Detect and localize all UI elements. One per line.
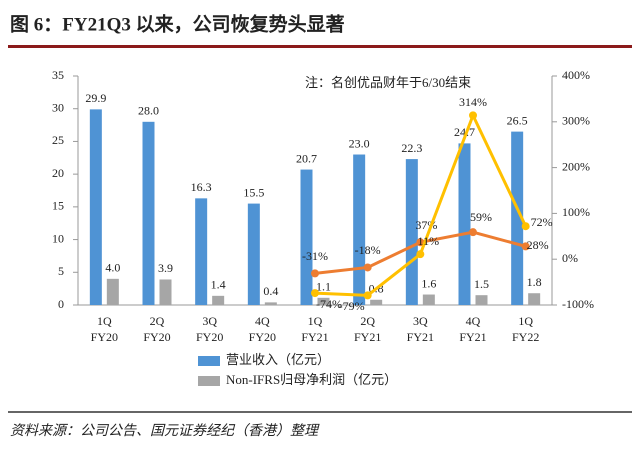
bar-label: 24.7: [454, 125, 475, 139]
x-tick-label: FY22: [512, 330, 539, 344]
bar: [511, 131, 524, 305]
bar: [475, 295, 488, 305]
bar-label: 1.8: [527, 275, 542, 289]
bar-label: 1.6: [421, 276, 436, 290]
y2-tick-label: 0%: [562, 251, 578, 265]
line-label: 59%: [470, 210, 492, 224]
bar: [300, 169, 313, 305]
y-tick-label: 30: [52, 100, 64, 114]
x-tick-label: 1Q: [308, 314, 323, 328]
line-label: 72%: [531, 215, 553, 229]
line-label: 11%: [418, 234, 440, 248]
x-tick-label: 3Q: [202, 314, 217, 328]
bar-label: 20.7: [296, 151, 317, 165]
y2-tick-label: 400%: [562, 68, 590, 82]
bar-label: 1.4: [211, 278, 226, 292]
bar-label: 4.0: [105, 261, 120, 275]
y-tick-label: 10: [52, 231, 64, 245]
y-tick-label: 5: [58, 264, 64, 278]
bar-label: 1.1: [316, 280, 331, 294]
bar-label: 29.9: [85, 91, 106, 105]
bar: [247, 203, 260, 305]
point: [363, 263, 372, 272]
bar: [212, 295, 225, 305]
y2-tick-label: 200%: [562, 159, 590, 173]
y-tick-label: 20: [52, 166, 64, 180]
x-tick-label: FY20: [249, 330, 276, 344]
bar-label: 22.3: [401, 141, 422, 155]
line-label: -31%: [302, 249, 328, 263]
bar-label: 28.0: [138, 104, 159, 118]
line-label: 28%: [527, 238, 549, 252]
bar: [106, 278, 119, 305]
bar-label: 16.3: [191, 180, 212, 194]
bar: [370, 299, 383, 305]
x-tick-label: FY20: [91, 330, 118, 344]
point: [521, 242, 530, 251]
annotation: 注：名创优品财年于6/30结束: [305, 75, 471, 90]
line-label: -18%: [355, 243, 381, 257]
bar: [458, 143, 471, 305]
legend-label: Non-IFRS归母净利润（亿元）: [226, 372, 397, 387]
x-tick-label: FY21: [407, 330, 434, 344]
x-tick-label: FY20: [143, 330, 170, 344]
y2-tick-label: 100%: [562, 205, 590, 219]
bar: [89, 109, 102, 306]
y2-tick-label: -100%: [562, 297, 594, 311]
x-tick-label: FY21: [459, 330, 486, 344]
line-label: 314%: [459, 95, 487, 109]
x-tick-label: 2Q: [360, 314, 375, 328]
point: [311, 289, 319, 298]
x-tick-label: FY21: [301, 330, 328, 344]
line-label: -79%: [339, 299, 365, 313]
x-tick-label: FY20: [196, 330, 223, 344]
x-tick-label: 3Q: [413, 314, 428, 328]
bar: [353, 154, 366, 305]
bar-label: 15.5: [243, 185, 264, 199]
y-tick-label: 0: [58, 297, 64, 311]
bar: [195, 198, 208, 305]
x-tick-label: FY21: [354, 330, 381, 344]
x-tick-label: 4Q: [255, 314, 270, 328]
bar-label: 3.9: [158, 261, 173, 275]
bar: [405, 159, 418, 305]
bar-label: 1.5: [474, 277, 489, 291]
x-tick-label: 4Q: [466, 314, 481, 328]
x-tick-label: 1Q: [97, 314, 112, 328]
point: [311, 269, 319, 278]
bar: [142, 121, 155, 305]
legend-swatch: [198, 356, 220, 366]
y-tick-label: 15: [52, 199, 64, 213]
point: [521, 222, 530, 231]
y-tick-label: 35: [52, 68, 64, 82]
point: [469, 228, 477, 237]
legend-label: 营业收入（亿元）: [226, 352, 330, 367]
y2-tick-label: 300%: [562, 114, 590, 128]
line-label: -74%: [316, 297, 342, 311]
point: [363, 291, 372, 300]
bar: [317, 297, 330, 305]
bar-label: 26.5: [507, 113, 528, 127]
point: [416, 238, 425, 247]
point: [416, 250, 425, 259]
chart-title: 图 6：FY21Q3 以来，公司恢复势头显著: [10, 12, 345, 35]
y-tick-label: 25: [52, 133, 64, 147]
bar-label: 23.0: [349, 136, 370, 150]
legend-swatch: [198, 376, 220, 386]
point: [469, 111, 477, 120]
x-tick-label: 2Q: [150, 314, 165, 328]
bar-label: 0.4: [263, 284, 278, 298]
x-tick-label: 1Q: [518, 314, 533, 328]
source: 资料来源：公司公告、国元证券经纪（香港）整理: [10, 423, 320, 439]
bar: [422, 294, 435, 305]
bar: [264, 302, 277, 305]
title-rule: [8, 45, 632, 48]
bar: [528, 293, 541, 305]
bar: [159, 279, 172, 305]
